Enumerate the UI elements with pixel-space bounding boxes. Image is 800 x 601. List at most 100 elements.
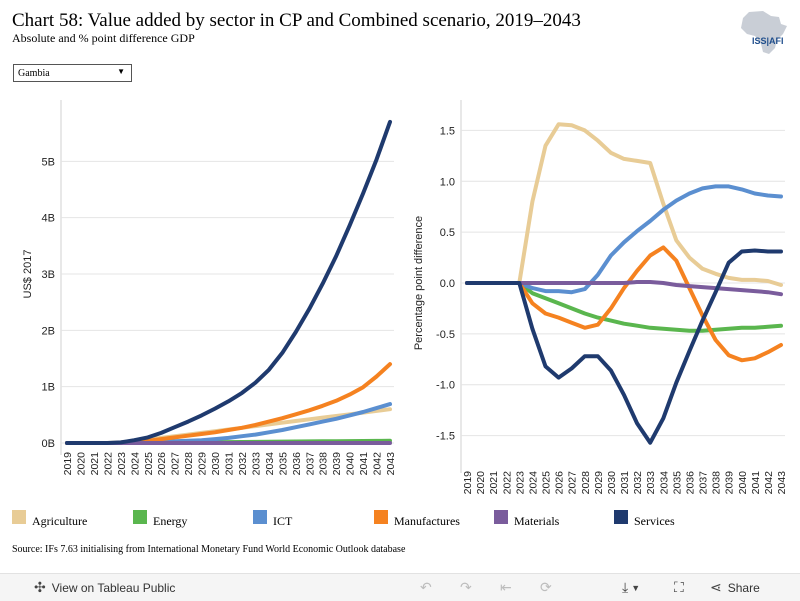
logo-text: ISS|AFI	[752, 36, 784, 46]
x-tick-label: 2025	[143, 452, 155, 476]
legend-label: Services	[634, 514, 675, 528]
share-icon: ⋖	[710, 579, 722, 595]
x-tick-label: 2037	[698, 471, 710, 495]
undo-button[interactable]: ↶	[420, 574, 432, 601]
view-on-tableau-button[interactable]: ✣ View on Tableau Public	[34, 574, 175, 601]
x-tick-label: 2042	[372, 452, 384, 476]
y-axis-label: US$ 2017	[22, 250, 34, 299]
fullscreen-button[interactable]: ⛶	[674, 574, 684, 601]
chart-title: Chart 58: Value added by sector in CP an…	[12, 10, 581, 31]
legend-swatch	[494, 510, 508, 524]
series-line-ict	[465, 184, 783, 295]
legend-label: Agriculture	[32, 514, 88, 528]
legend-label: Energy	[153, 514, 188, 528]
tableau-toolbar: ✣ View on Tableau Public ↶ ↷ ⇤ ⟳ ⤓ ▼ ⛶ ⋖…	[0, 573, 800, 601]
refresh-button[interactable]: ⟳	[540, 574, 552, 601]
download-icon: ⤓	[622, 579, 629, 595]
x-tick-label: 2035	[671, 471, 683, 495]
x-tick-label: 2027	[170, 452, 182, 476]
x-tick-label: 2029	[197, 452, 209, 476]
share-label: Share	[727, 580, 760, 595]
legend-label: ICT	[273, 514, 293, 528]
x-tick-label: 2043	[776, 471, 788, 495]
series-line-ict	[65, 402, 392, 445]
x-tick-label: 2041	[358, 452, 370, 476]
fullscreen-icon: ⛶	[674, 579, 684, 595]
country-select[interactable]: Gambia ▼	[13, 64, 132, 82]
x-tick-label: 2027	[567, 471, 579, 495]
x-tick-label: 2025	[541, 471, 553, 495]
share-button[interactable]: ⋖ Share	[710, 574, 760, 601]
x-tick-label: 2022	[102, 452, 114, 476]
x-tick-label: 2031	[619, 471, 631, 495]
x-tick-label: 2023	[514, 471, 526, 495]
x-tick-label: 2042	[763, 471, 775, 495]
y-tick-label: 2B	[42, 325, 55, 337]
y-tick-label: 3B	[42, 269, 55, 281]
x-tick-label: 2021	[89, 452, 101, 476]
x-tick-label: 2023	[116, 452, 128, 476]
series-line-services	[65, 119, 392, 445]
x-tick-label: 2035	[277, 452, 289, 476]
revert-icon: ⇤	[500, 579, 512, 595]
y-tick-label: 4B	[42, 213, 55, 225]
x-tick-label: 2029	[593, 471, 605, 495]
chevron-down-icon: ▼	[117, 67, 125, 76]
y-tick-label: -0.5	[436, 329, 455, 341]
y-tick-label: 0B	[42, 438, 55, 450]
x-tick-label: 2038	[318, 452, 330, 476]
africa-map-icon	[741, 11, 787, 54]
x-tick-label: 2041	[750, 471, 762, 495]
redo-button[interactable]: ↷	[460, 574, 472, 601]
x-tick-label: 2026	[554, 471, 566, 495]
x-tick-label: 2036	[684, 471, 696, 495]
legend-label: Manufactures	[394, 514, 460, 528]
chart-difference: -1.5 -1.0 -0.5 0.0 0.5 1.0 1.5 Percentage point…	[413, 100, 788, 495]
iss-afi-logo: ISS|AFI	[735, 10, 793, 56]
x-tick-label: 2038	[711, 471, 723, 495]
download-button[interactable]: ⤓ ▼	[622, 574, 640, 601]
y-tick-label: 1.0	[440, 176, 455, 188]
x-tick-label: 2022	[501, 471, 513, 495]
x-tick-label: 2043	[385, 452, 397, 476]
x-tick-label: 2033	[250, 452, 262, 476]
legend-swatch	[614, 510, 628, 524]
x-tick-label: 2024	[129, 452, 141, 476]
x-tick-label: 2032	[632, 471, 644, 495]
x-tick-label: 2021	[488, 471, 500, 495]
x-tick-label: 2037	[304, 452, 316, 476]
x-tick-label: 2033	[645, 471, 657, 495]
source-note: Source: IFs 7.63 initialising from Inter…	[12, 544, 406, 555]
y-tick-label: -1.5	[436, 431, 455, 443]
undo-icon: ↶	[420, 579, 432, 595]
tableau-icon: ✣	[34, 579, 46, 595]
legend-label: Materials	[514, 514, 560, 528]
y-tick-label: 0.5	[440, 227, 455, 239]
view-on-tableau-label: View on Tableau Public	[51, 580, 176, 595]
x-tick-label: 2019	[462, 471, 474, 495]
series-line-manufactures	[465, 245, 783, 363]
legend: Agriculture Energy ICT Manufactures Mate…	[0, 508, 800, 530]
legend-swatch	[12, 510, 26, 524]
x-tick-label: 2028	[580, 471, 592, 495]
x-tick-label: 2040	[345, 452, 357, 476]
x-tick-label: 2040	[737, 471, 749, 495]
y-tick-label: -1.0	[436, 380, 455, 392]
y-axis-label: Percentage point difference	[413, 216, 425, 350]
x-tick-label: 2019	[62, 452, 74, 476]
x-tick-label: 2034	[658, 471, 670, 495]
legend-swatch	[253, 510, 267, 524]
x-tick-label: 2036	[291, 452, 303, 476]
x-tick-label: 2020	[75, 452, 87, 476]
revert-button[interactable]: ⇤	[500, 574, 512, 601]
x-tick-label: 2032	[237, 452, 249, 476]
x-tick-label: 2020	[475, 471, 487, 495]
series-line-agriculture	[465, 122, 783, 287]
y-tick-label: 1.5	[440, 125, 455, 137]
x-tick-label: 2039	[331, 452, 343, 476]
x-tick-label: 2034	[264, 452, 276, 476]
legend-swatch	[133, 510, 147, 524]
x-tick-label: 2024	[527, 471, 539, 495]
series-line-services	[465, 248, 783, 445]
x-tick-label: 2026	[156, 452, 168, 476]
